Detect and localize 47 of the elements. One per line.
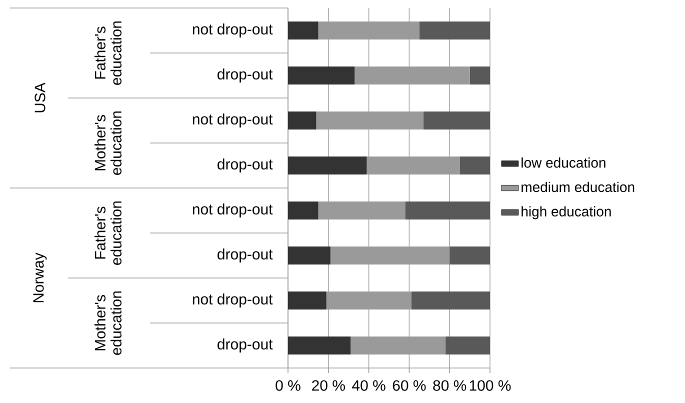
bar — [326, 292, 412, 310]
bar — [288, 246, 330, 265]
text: Mother's education — [94, 291, 122, 355]
bar — [316, 112, 424, 130]
bar — [288, 22, 318, 40]
y-tick-label: not drop-out — [192, 204, 273, 218]
x-tick-label: 40 % — [352, 380, 386, 391]
x-tick-label: 60 % — [392, 380, 426, 391]
bar — [318, 202, 406, 220]
text: Father's education — [94, 21, 122, 85]
bar — [366, 156, 460, 175]
bar — [423, 112, 490, 130]
x-tick-label: 100 % — [470, 380, 511, 391]
bar — [288, 112, 316, 130]
bar — [288, 202, 318, 220]
text: USA — [34, 82, 46, 112]
y-tick-label: drop-out — [218, 68, 273, 82]
bar — [470, 66, 490, 85]
legend-label: low education — [522, 157, 606, 168]
legend-label: high education — [522, 206, 611, 220]
x-tick-label: 20 % — [312, 380, 345, 391]
bar — [318, 22, 420, 40]
y-tick-label: not drop-out — [192, 24, 273, 38]
bar — [450, 246, 490, 265]
bar — [411, 292, 490, 310]
text: Father's education — [94, 201, 122, 265]
bar — [288, 156, 367, 175]
y-tick-label: not drop-out — [192, 114, 273, 128]
bar — [288, 292, 326, 310]
bar — [460, 156, 490, 175]
bar — [350, 336, 446, 355]
text: Norway — [33, 252, 47, 302]
legend-label: medium education — [522, 182, 634, 192]
y-tick-label: drop-out — [218, 248, 273, 262]
y-tick-label: drop-out — [218, 158, 273, 172]
x-tick-label: 80 % — [433, 380, 466, 391]
y-tick-label: drop-out — [218, 338, 273, 352]
bar — [446, 336, 490, 355]
bar — [419, 22, 490, 40]
y-tick-label: not drop-out — [192, 294, 273, 308]
bar — [330, 246, 450, 265]
bar — [354, 66, 470, 85]
text: Mother's education — [94, 111, 122, 175]
bar — [288, 66, 355, 85]
bar — [405, 202, 490, 220]
x-tick-label: 0 % — [276, 380, 300, 391]
bar — [288, 336, 351, 355]
